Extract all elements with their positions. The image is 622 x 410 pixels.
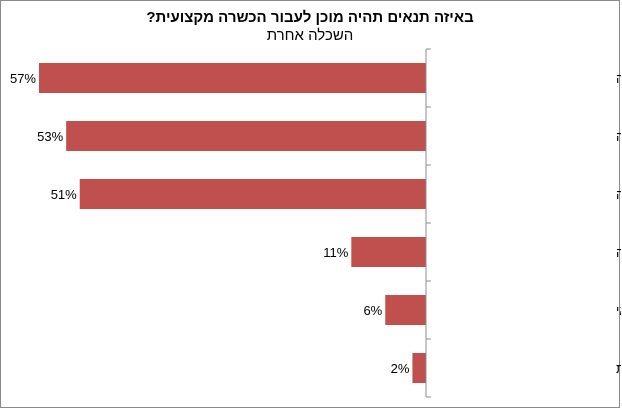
bar [412,353,426,383]
data-label: 51% [51,187,77,202]
category-label: מעורבות מעסיק בהכשרה [616,245,621,260]
bar [79,179,426,209]
chart-subtitle: השכלה אחרת [266,27,354,44]
data-label: 2% [391,361,410,376]
category-label: אפשרות בחירת תחום ההכשרה [616,129,621,144]
data-label: 57% [10,71,36,86]
data-label: 11% [323,245,348,260]
category-label: דמי קיום בגובה דמי אבטלה [616,71,621,86]
bar [385,295,426,325]
bar [66,121,426,151]
category-label: לא יודע/ת [616,361,621,376]
chart-title: באיזה תנאים תהיה מוכן לעבור הכשרה מקצועי… [146,9,474,26]
bar [39,63,426,93]
bar [351,237,426,267]
data-label: 6% [363,303,382,318]
category-label: מוכנים ללא כל תנאי [616,303,621,318]
data-label: 53% [37,129,63,144]
category-label: עבודה מובטחת בתחום ההכשרה [616,187,621,202]
